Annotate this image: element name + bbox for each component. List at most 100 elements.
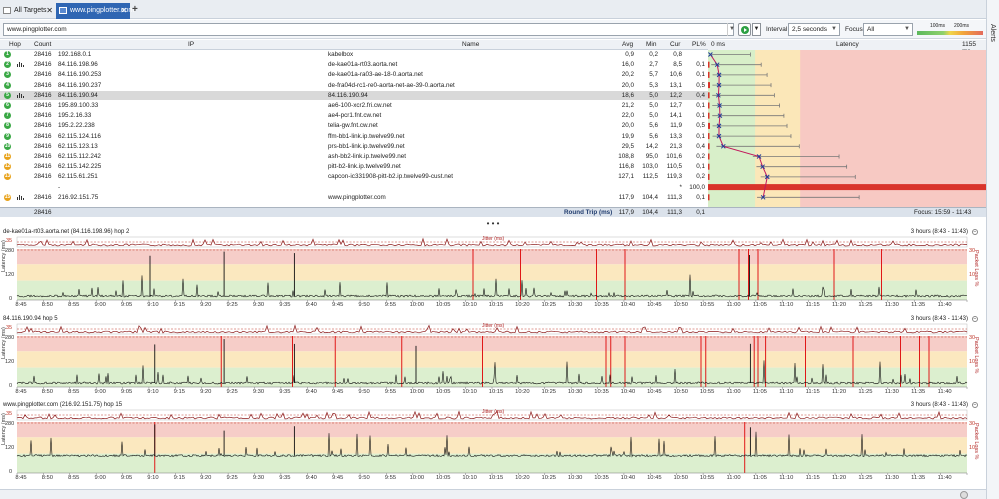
timeline-range[interactable]: 3 hours (8:43 - 11:43) xyxy=(910,402,968,408)
x-axis-label: 11:40 xyxy=(937,475,952,481)
avg-cell: 116,8 xyxy=(618,163,634,171)
timeline-header: 84.116.190.94 hop 5 3 hours (8:43 - 11:43… xyxy=(0,315,986,323)
pl-cell: 0,1 xyxy=(696,112,705,120)
targets-icon xyxy=(3,7,11,14)
interval-select[interactable]: 2,5 seconds ▼ xyxy=(788,23,840,36)
pl-cell: 0,2 xyxy=(696,173,705,181)
x-axis-label: 10:50 xyxy=(673,302,688,308)
zone-yellow xyxy=(17,437,967,454)
collapse-icon[interactable]: − xyxy=(972,402,978,408)
close-tab-icon[interactable]: ✕ xyxy=(120,6,127,15)
x-axis-label: 9:35 xyxy=(279,302,291,308)
x-axis-label: 11:30 xyxy=(884,475,899,481)
table-row[interactable]: 11 28416 62.115.112.242 ash-bb2-link.ip.twe… xyxy=(0,152,708,161)
table-row[interactable]: 15 28416 216.92.151.75 www.pingplotter.com 1… xyxy=(0,193,708,202)
tab-all-targets[interactable]: All Targets ✕ xyxy=(0,3,56,19)
timeline-range[interactable]: 3 hours (8:43 - 11:43) xyxy=(910,316,968,322)
x-axis-label: 10:20 xyxy=(515,389,530,395)
table-row[interactable]: 10 28416 62.115.123.13 prs-bb1-link.ip.twel… xyxy=(0,142,708,151)
target-address-input[interactable] xyxy=(3,23,734,36)
table-row[interactable]: 7 28416 195.2.16.33 ae4-pcr1.fnt.cw.net 22,0… xyxy=(0,111,708,120)
min-cell: 5,0 xyxy=(649,102,658,109)
table-row[interactable]: 4 28416 84.116.190.237 de-fra04d-rc1-re0-ao… xyxy=(0,81,708,90)
x-axis-label: 8:55 xyxy=(68,302,80,308)
col-avg[interactable]: Avg xyxy=(622,41,634,48)
x-axis-label: 11:30 xyxy=(884,302,899,308)
x-axis-label: 10:35 xyxy=(594,475,609,481)
panel-splitter[interactable]: • • • xyxy=(486,219,500,228)
timeline-panel[interactable]: 84.116.190.94 hop 5 3 hours (8:43 - 11:43… xyxy=(0,315,986,401)
jitter-title: Jitter (ms) xyxy=(482,409,505,415)
timeline-panel[interactable]: www.pingplotter.com (216.92.151.75) hop … xyxy=(0,401,986,487)
x-axis-label: 9:35 xyxy=(279,475,291,481)
timeline-range[interactable]: 3 hours (8:43 - 11:43) xyxy=(910,229,968,235)
latency-avg-marker xyxy=(716,92,721,98)
col-min[interactable]: Min xyxy=(646,41,657,48)
table-row[interactable]: 13 28416 62.115.61.251 capcon-ic331908-pitt… xyxy=(0,172,708,181)
table-row[interactable]: 12 28416 62.115.142.225 pitt-b2-link.ip.twe… xyxy=(0,162,708,171)
timeline-graph-icon[interactable] xyxy=(17,62,24,68)
x-axis-label: 11:25 xyxy=(858,475,873,481)
hop-number-badge: 7 xyxy=(4,112,11,120)
name-cell: ae4-pcr1.fnt.cw.net xyxy=(328,112,382,120)
timeline-graph-icon[interactable] xyxy=(17,92,24,98)
col-pl[interactable]: PL% xyxy=(692,41,706,48)
table-row[interactable]: 2 28416 84.116.198.96 de-kae01a-rt03.aorta.… xyxy=(0,60,708,69)
timeline-scrollbar[interactable] xyxy=(0,489,986,499)
start-options-dropdown[interactable]: ▼ xyxy=(752,23,761,36)
x-axis-label: 8:45 xyxy=(15,389,27,395)
zone-red xyxy=(17,336,967,352)
name-cell: ae6-100-xcr2.fri.cw.net xyxy=(328,102,392,109)
count-cell: 28416 xyxy=(34,71,52,79)
ip-cell: 62.115.142.225 xyxy=(58,163,102,171)
min-cell: 103,0 xyxy=(642,163,658,171)
x-axis-label: 9:00 xyxy=(94,389,106,395)
table-row[interactable]: 3 28416 84.116.190.253 de-kae01a-ra03-ae-18… xyxy=(0,70,708,79)
packet-loss-bar xyxy=(708,173,710,180)
table-row[interactable]: 9 28416 62.115.124.116 ffm-bb1-link.ip.twel… xyxy=(0,132,708,141)
play-icon xyxy=(741,26,749,34)
col-name[interactable]: Name xyxy=(462,41,480,48)
pl-cell: 0,1 xyxy=(696,163,705,171)
name-cell: telia-gw.fnt.cw.net xyxy=(328,122,378,130)
close-tab-icon[interactable]: ✕ xyxy=(46,6,53,15)
col-latency[interactable]: Latency xyxy=(836,41,859,48)
table-row[interactable]: 8 28416 195.2.22.238 telia-gw.fnt.cw.net 20,… xyxy=(0,121,708,130)
add-tab-button[interactable]: + xyxy=(132,4,138,15)
timeline-panel[interactable]: de-kae01a-rt03.aorta.net (84.116.198.96)… xyxy=(0,228,986,314)
x-axis-label: 11:15 xyxy=(805,302,820,308)
min-cell: 5,0 xyxy=(649,91,658,99)
col-hop[interactable]: Hop xyxy=(9,41,21,48)
y-top-label: 280 xyxy=(5,248,15,254)
x-axis-label: 9:00 xyxy=(94,302,106,308)
table-row[interactable]: 6 28416 195.89.100.33 ae6-100-xcr2.fri.cw.n… xyxy=(0,101,708,110)
tab-pingplotter[interactable]: www.pingplotter.com ✕ xyxy=(56,3,134,19)
scroll-thumb[interactable] xyxy=(960,491,968,499)
table-row[interactable]: 1 28416 192.168.0.1 kabelbox 0,9 0,2 0,8 xyxy=(0,50,708,59)
hop-number-badge: 11 xyxy=(4,153,11,160)
latency-axis-title: Latency (ms) xyxy=(1,413,7,445)
latency-graph[interactable] xyxy=(708,50,986,207)
x-axis-label: 9:45 xyxy=(332,475,344,481)
zone-red xyxy=(17,422,967,438)
col-cur[interactable]: Cur xyxy=(670,41,681,48)
total-avg: 117,9 xyxy=(618,209,634,216)
timeline-header: www.pingplotter.com (216.92.151.75) hop … xyxy=(0,401,986,409)
chevron-down-icon[interactable]: ▼ xyxy=(727,23,736,36)
table-row[interactable]: 5 28416 84.116.190.94 84.116.190.94 18,6 5,0 1… xyxy=(0,90,708,100)
pl-cell: 0,4 xyxy=(696,91,705,99)
latency-avg-marker xyxy=(716,133,722,139)
collapse-icon[interactable]: − xyxy=(972,316,978,322)
focus-select[interactable]: All ▼ xyxy=(863,23,913,36)
alerts-panel-toggle[interactable]: Alerts xyxy=(986,0,999,499)
table-row[interactable]: - * 100,0 xyxy=(0,183,708,192)
y-mid-label: 120 xyxy=(5,359,15,365)
timeline-graph-icon[interactable] xyxy=(17,194,24,200)
col-count[interactable]: Count xyxy=(34,41,52,48)
packet-loss-bar xyxy=(708,194,710,201)
collapse-icon[interactable]: − xyxy=(972,229,978,235)
jitter-line xyxy=(16,410,968,420)
col-ip[interactable]: IP xyxy=(188,41,195,48)
start-trace-button[interactable] xyxy=(738,23,751,36)
latency-color-scale[interactable] xyxy=(917,31,983,35)
